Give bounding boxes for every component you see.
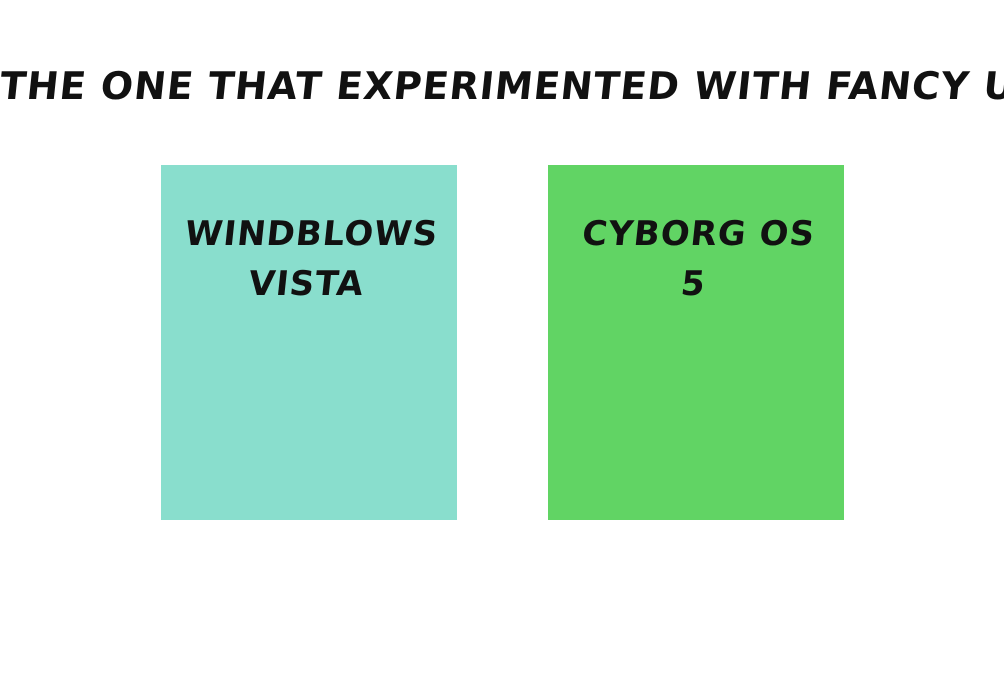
card-title: CYBORG OS 5 (543, 209, 850, 309)
card-title-line-1: CYBORG OS (580, 214, 818, 254)
card-title-line-2: VISTA (246, 264, 367, 304)
card-title: WINDBLOWS VISTA (156, 209, 463, 309)
card-title-line-1: WINDBLOWS (182, 214, 441, 254)
card-cyborg-os-5: CYBORG OS 5 (548, 165, 844, 520)
card-title-line-2: 5 (678, 264, 708, 304)
card-windblows-vista: WINDBLOWS VISTA (161, 165, 457, 520)
page-title: THE ONE THAT EXPERIMENTED WITH FANCY UI (0, 64, 1004, 108)
